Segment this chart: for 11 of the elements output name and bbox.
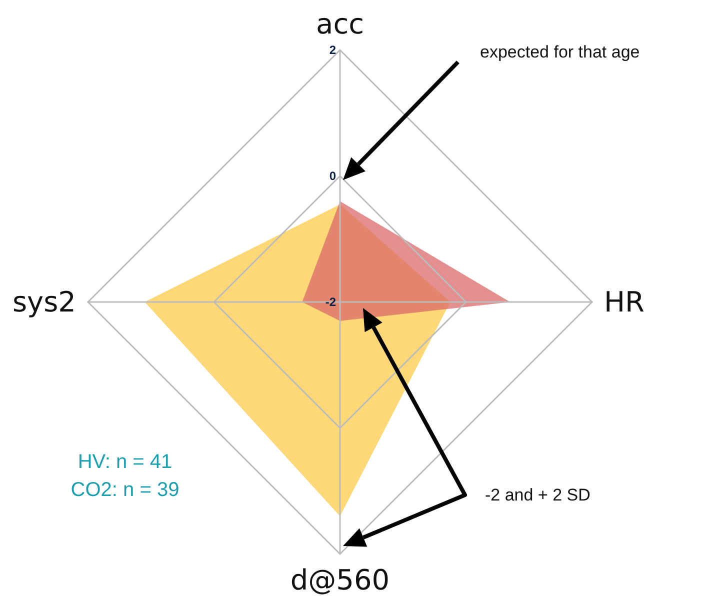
text: CO2: n = 39: [70, 479, 180, 501]
spoke-label: d@560: [290, 564, 390, 596]
text: -2 and + 2 SD: [485, 486, 590, 504]
spoke-label: sys2: [12, 286, 76, 318]
text: expected for that age: [480, 42, 640, 62]
spoke-label: acc: [316, 8, 364, 40]
y-tick-label: 0: [329, 169, 336, 183]
y-tick-label: -2: [325, 295, 336, 309]
spoke-label: HR: [604, 286, 645, 318]
y-tick-label: 2: [329, 43, 336, 57]
text: HV: n = 41: [78, 451, 172, 473]
